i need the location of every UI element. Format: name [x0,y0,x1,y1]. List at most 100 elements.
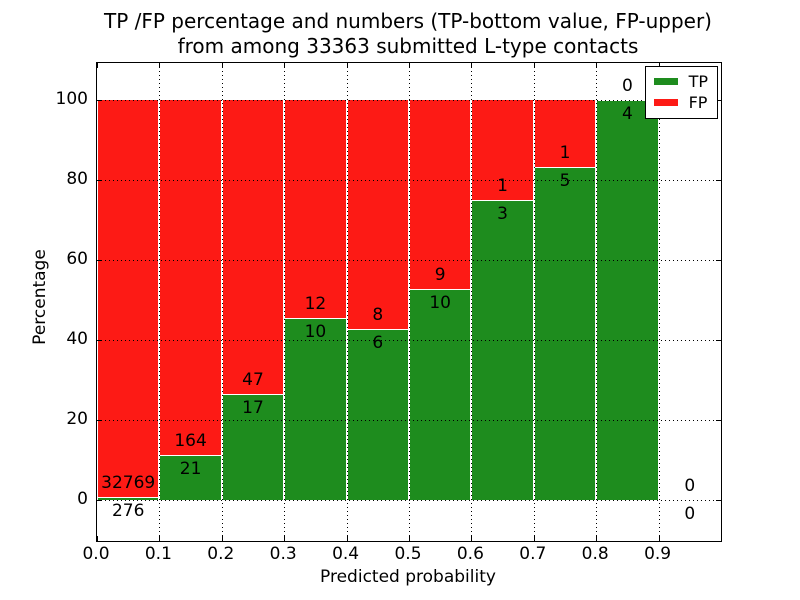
horizontal-gridline [97,340,721,341]
tp-count-label: 21 [179,458,202,479]
fp-count-label: 1 [497,176,508,196]
x-tick-mark [346,63,348,68]
x-tick-label: 0.5 [394,544,422,564]
x-tick-label: 0.2 [207,544,235,564]
vertical-gridline [658,63,660,541]
stacked-bar [596,100,659,500]
bar-segment-tp [534,167,596,500]
tp-count-label: 3 [497,204,508,224]
y-tick-mark [97,500,102,501]
bar-segment-fp [347,100,408,329]
bar-segment-tp [98,497,159,500]
tp-count-label: 276 [111,500,145,521]
fp-count-label: 32769 [101,472,156,493]
x-tick-label: 0.7 [519,544,547,564]
fp-legend-swatch [653,99,678,106]
tp-count-label: 5 [559,170,571,191]
horizontal-gridline [97,100,721,101]
y-axis-label: Percentage [30,249,50,345]
bar-segment-fp [472,100,533,200]
stacked-bar [409,100,472,500]
y-tick-mark [716,180,721,181]
y-tick-mark [716,500,721,501]
bar-segment-fp [534,100,596,167]
stacked-bar [159,100,222,500]
tp-count-label: 10 [304,322,327,343]
bar-segment-tp [160,455,221,500]
y-tick-label: 60 [66,249,88,269]
bar-segment-tp [285,318,346,500]
fp-count-label: 0 [684,476,696,496]
vertical-gridline [159,63,161,541]
x-tick-mark [471,63,473,68]
x-tick-label: 0.6 [456,544,484,564]
horizontal-gridline [97,500,721,501]
stacked-bar [346,100,409,500]
legend-entry-fp: FP [653,92,708,113]
fp-count-label: 12 [304,294,327,315]
vertical-gridline [409,63,410,541]
tp-count-label: 10 [429,293,451,314]
x-tick-mark [284,63,286,68]
stacked-bar [97,100,160,500]
vertical-gridline [533,63,535,541]
x-tick-mark [658,63,660,68]
x-tick-mark [409,63,410,68]
horizontal-gridline [97,420,721,421]
tp-count-label: 17 [242,397,264,418]
horizontal-gridline [97,180,721,181]
bar-segment-tp [222,394,284,500]
x-tick-mark [221,63,223,68]
y-tick-label: 80 [66,169,88,189]
plot-area: TP FP 32769 276 164 21 47 17 12 10 8 6 9 10 1 3 1 5 0 4 0 0 [96,62,722,542]
y-tick-mark [716,100,721,101]
y-tick-mark [716,260,721,261]
legend-entry-tp: TP [653,71,708,92]
x-tick-mark [221,536,223,541]
tp-legend-label: TP [688,72,708,91]
tp-count-label: 6 [372,332,384,353]
chart-title-line2: from among 33363 submitted L-type contac… [177,34,639,58]
y-tick-label: 100 [55,89,88,109]
x-tick-label: 0.0 [82,544,110,564]
x-tick-mark [97,63,98,68]
y-tick-mark [97,420,102,421]
x-tick-label: 0.1 [144,544,172,564]
stacked-bar [471,100,534,500]
x-tick-mark [346,536,348,541]
fp-count-label: 1 [559,142,571,163]
chart-title: TP /FP percentage and numbers (TP-bottom… [96,9,720,59]
x-axis-label: Predicted probability [320,567,496,587]
x-tick-label: 0.3 [269,544,297,564]
tp-count-label: 0 [684,504,696,524]
fp-count-label: 47 [242,369,264,390]
tp-count-label: 4 [621,104,633,124]
x-tick-mark [596,536,598,541]
y-tick-label: 0 [77,489,88,509]
x-tick-mark [533,63,535,68]
vertical-gridline [346,63,348,541]
y-tick-mark [716,420,721,421]
x-tick-mark [97,536,98,541]
tp-legend-swatch [653,78,678,85]
bar-segment-fp [98,100,159,497]
y-tick-mark [97,340,102,341]
x-tick-mark [533,536,535,541]
bar-segment-fp [222,100,284,394]
x-tick-mark [159,536,161,541]
bar-segment-tp [472,200,533,500]
x-tick-label: 0.8 [581,544,609,564]
bar-segment-tp [347,329,408,500]
x-tick-mark [471,536,473,541]
bar-segment-tp [597,100,658,500]
x-tick-mark [159,63,161,68]
x-tick-mark [658,536,660,541]
vertical-gridline [596,63,598,541]
fp-count-label: 9 [434,265,446,286]
y-tick-mark [716,340,721,341]
vertical-gridline [471,63,473,541]
vertical-gridline [284,63,286,541]
x-tick-label: 0.9 [644,544,672,564]
bar-segment-tp [410,289,471,500]
y-tick-mark [97,260,102,261]
